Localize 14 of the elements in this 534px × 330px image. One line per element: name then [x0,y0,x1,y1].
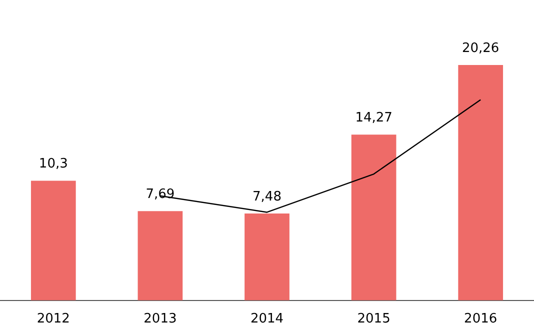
x-tick-label: 2014 [250,312,284,327]
bar [138,211,183,300]
data-label: 20,26 [462,40,500,56]
bar [458,65,504,300]
data-label: 7,48 [252,189,282,204]
x-tick-label: 2013 [144,312,177,327]
bar [30,180,76,300]
bar [351,134,396,300]
bar [244,214,290,300]
x-tick-label: 2012 [36,312,70,327]
x-tick-label: 2015 [357,312,390,327]
data-label: 14,27 [355,110,392,126]
x-tick-label: 2016 [464,312,498,327]
data-label: 10,3 [38,156,68,172]
